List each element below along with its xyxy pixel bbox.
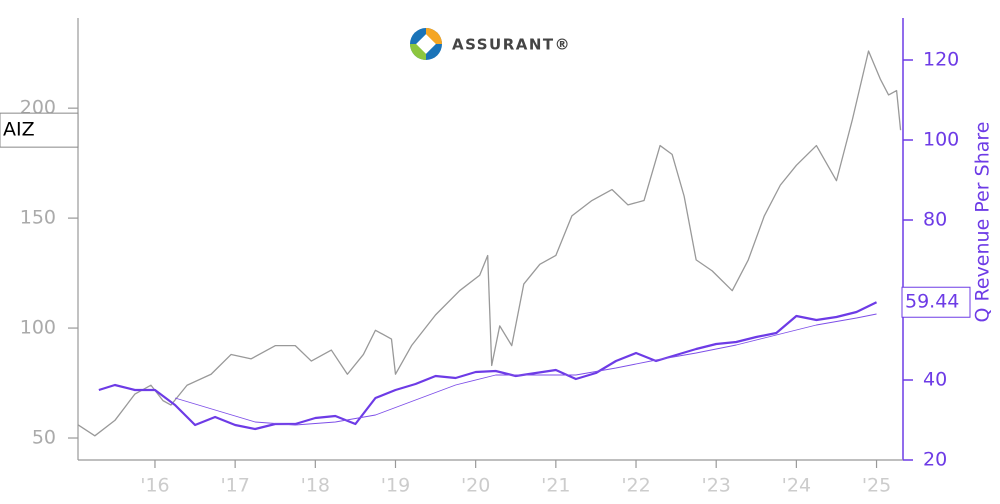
x-tick-label: '19 — [381, 475, 410, 497]
y-tick-label: 50 — [32, 427, 56, 449]
y2-tick-label: 40 — [923, 369, 947, 391]
y2-tick-label: 80 — [923, 209, 947, 231]
x-tick-label: '18 — [301, 475, 330, 497]
x-tick-label: '25 — [862, 475, 891, 497]
data-line — [77, 50, 902, 437]
value-label: 59.44 — [905, 291, 959, 313]
logo-icon — [416, 34, 436, 54]
y-tick-label: 150 — [20, 207, 56, 229]
x-tick-label: '22 — [621, 475, 650, 497]
x-tick-label: '17 — [220, 475, 249, 497]
y2-tick-label: 20 — [923, 449, 947, 471]
logo-text: ASSURANT® — [452, 36, 571, 54]
data-line — [98, 301, 878, 431]
data-line — [174, 313, 877, 426]
value-label-box — [901, 286, 971, 318]
x-tick-label: '24 — [782, 475, 811, 497]
series-label: AIZ — [3, 119, 35, 141]
x-tick-label: '23 — [701, 475, 730, 497]
y-tick-label: 100 — [20, 317, 56, 339]
x-tick-label: '16 — [140, 475, 169, 497]
x-tick-label: '21 — [541, 475, 570, 497]
series-label-box — [0, 112, 79, 148]
logo: ASSURANT® — [410, 28, 571, 60]
x-tick-label: '20 — [461, 475, 490, 497]
y2-axis-label: Q Revenue Per Share — [972, 122, 994, 323]
y2-tick-label: 100 — [923, 129, 959, 151]
y2-tick-label: 120 — [923, 49, 959, 71]
